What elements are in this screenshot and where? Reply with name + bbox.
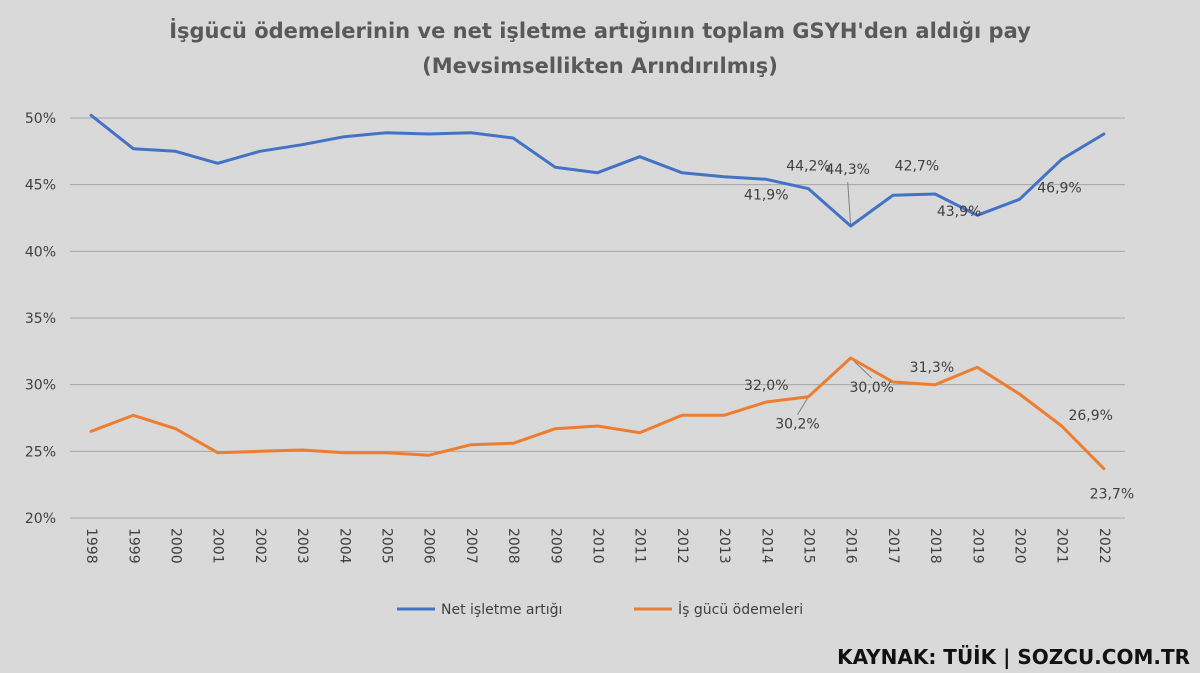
x-tick-label: 2013 xyxy=(716,528,732,564)
chart-title: İşgücü ödemelerinin ve net işletme artığ… xyxy=(169,18,1031,43)
y-tick-label: 50% xyxy=(25,111,56,127)
legend-label: Net işletme artığı xyxy=(441,602,562,618)
data-label: 46,9% xyxy=(1037,180,1081,196)
x-tick-label: 2010 xyxy=(590,528,606,564)
data-label: 42,7% xyxy=(895,158,939,174)
data-label: 31,3% xyxy=(910,360,954,376)
x-tick-label: 2020 xyxy=(1012,528,1028,564)
x-tick-label: 1999 xyxy=(125,528,141,564)
leader-line xyxy=(847,181,852,227)
series-line-labor-payments xyxy=(89,356,1106,471)
series-lines xyxy=(89,113,1106,471)
series-line-net-operating-surplus xyxy=(89,113,1106,228)
data-labels: 41,9% 44,2%44,3% 42,7% 43,9% 46,9% 32,0% 30,2%… xyxy=(744,158,1134,502)
x-tick-label: 2016 xyxy=(843,528,859,564)
data-label: 43,9% xyxy=(937,204,981,220)
y-tick-label: 40% xyxy=(25,244,56,260)
data-label: 44,3% xyxy=(825,162,869,178)
x-tick-label: 2009 xyxy=(547,528,563,564)
y-tick-label: 45% xyxy=(25,178,56,194)
data-label: 26,9% xyxy=(1068,408,1112,424)
y-tick-label: 35% xyxy=(25,311,56,327)
data-label: 23,7% xyxy=(1090,487,1134,503)
x-tick-label: 2000 xyxy=(168,528,184,564)
source-credit: KAYNAK: TÜİK | SOZCU.COM.TR xyxy=(837,645,1190,669)
x-tick-label: 2019 xyxy=(969,528,985,564)
y-axis-tick-labels: 20% 25% 30% 35% 40% 45% 50% xyxy=(25,111,56,527)
x-tick-label: 2004 xyxy=(336,528,352,564)
x-tick-label: 2011 xyxy=(632,528,648,564)
x-tick-label: 2018 xyxy=(927,528,943,564)
chart-subtitle: (Mevsimsellikten Arındırılmış) xyxy=(422,54,778,78)
gridlines xyxy=(70,117,1125,519)
x-tick-label: 2007 xyxy=(463,528,479,564)
x-tick-label: 2002 xyxy=(252,528,268,564)
x-tick-label: 1998 xyxy=(83,528,99,564)
x-tick-label: 2001 xyxy=(210,528,226,564)
leader-line xyxy=(797,396,809,415)
x-tick-label: 2005 xyxy=(379,528,395,564)
data-label: 41,9% xyxy=(744,187,788,203)
data-label: 30,2% xyxy=(775,417,819,433)
x-tick-label: 2003 xyxy=(294,528,310,564)
x-tick-label: 2021 xyxy=(1054,528,1070,564)
legend: Net işletme artığı İş gücü ödemeleri xyxy=(397,600,803,618)
y-tick-label: 20% xyxy=(25,511,56,527)
legend-label: İş gücü ödemeleri xyxy=(678,600,803,618)
data-label: 32,0% xyxy=(744,378,788,394)
x-tick-label: 2006 xyxy=(421,528,437,564)
x-tick-label: 2008 xyxy=(505,528,521,564)
data-label: 30,0% xyxy=(849,380,893,396)
x-tick-label: 2022 xyxy=(1096,528,1112,564)
y-tick-label: 25% xyxy=(25,444,56,460)
x-tick-label: 2015 xyxy=(801,528,817,564)
y-tick-label: 30% xyxy=(25,378,56,394)
x-tick-label: 2017 xyxy=(885,528,901,564)
x-tick-label: 2014 xyxy=(758,528,774,564)
data-label: 44,2% xyxy=(786,159,830,175)
x-axis-tick-labels: 1998 1999 2000 2001 2002 2003 2004 2005 2006 2007… xyxy=(83,528,1112,564)
x-tick-label: 2012 xyxy=(674,528,690,564)
